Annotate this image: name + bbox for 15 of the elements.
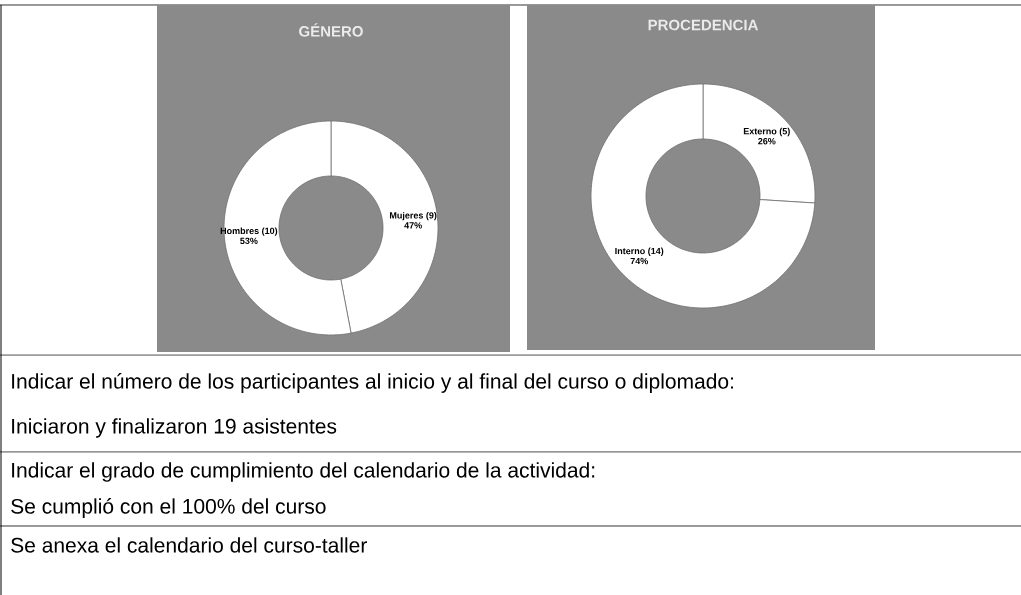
slice-label: Hombres (10) [220, 227, 278, 236]
text: Indicar el número de los participantes al inicio y al final del curso o diplomado: [12, 373, 734, 393]
slice-label: Mujeres (9) [389, 211, 437, 221]
text: Se cumplió con el 100% del curso [11, 498, 326, 518]
slice-label: Externo (5) [743, 127, 790, 137]
text: Indicar el grado de cumplimiento del calendario de la actividad: [12, 462, 595, 482]
chart-title: GÉNERO [299, 23, 363, 37]
data-label: 74% [630, 257, 648, 265]
text: Se anexa el calendario del curso-taller [11, 537, 367, 553]
slice-label: Interno (14) [615, 247, 664, 256]
data-label: 47% [404, 222, 422, 229]
text: Iniciaron y finalizaron 19 asistentes [12, 418, 337, 438]
chart-title: PROCEDENCIA [648, 19, 759, 31]
data-label: 26% [758, 138, 776, 145]
data-label: 53% [240, 237, 258, 245]
